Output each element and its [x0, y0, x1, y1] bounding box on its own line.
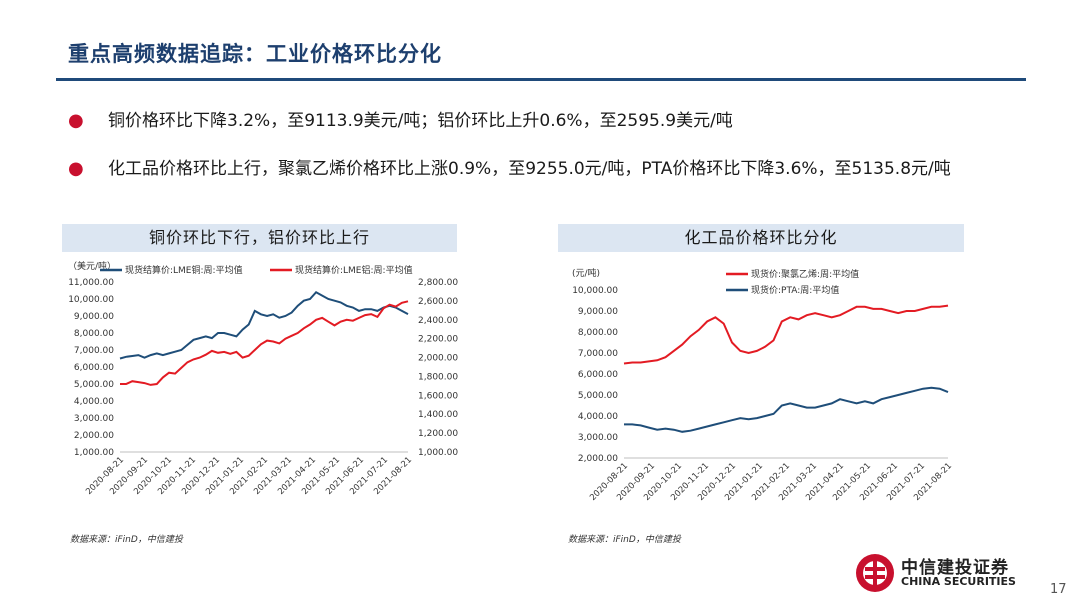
- chemical-price-chart: 2,000.00 3,000.00 4,000.00 5,000.00 6,000.00…: [572, 267, 954, 503]
- logo-cn-name: 中信建投证券: [901, 558, 1009, 578]
- y-right-tick-label: 1,600.00: [418, 391, 458, 401]
- y-right-tick-label: 2,800.00: [418, 278, 458, 288]
- y-right-tick-label: 1,800.00: [418, 372, 458, 382]
- legend-label: 现货结算价:LME铜:周:平均值: [125, 264, 243, 276]
- source-note-left: 数据来源：iFinD，中信建投: [70, 535, 183, 545]
- series-line: [119, 290, 409, 360]
- bullet-dot-icon: ●: [68, 110, 84, 131]
- y-left-tick-label: 7,000.00: [74, 346, 114, 356]
- bullet-text: 化工品价格环比上行，聚氯乙烯价格环比上涨0.9%，至9255.0元/吨，PTA价…: [108, 159, 951, 179]
- source-note-right: 数据来源：iFinD，中信建投: [568, 535, 681, 545]
- series-line: [120, 300, 409, 386]
- company-logo: 中信建投证券 CHINA SECURITIES: [855, 553, 1035, 593]
- y-left-tick-label: 10,000.00: [68, 295, 114, 305]
- y-left-tick-label: 5,000.00: [578, 391, 618, 401]
- bullet-dot-icon: ●: [68, 158, 84, 179]
- y-left-tick-label: 2,000.00: [74, 431, 114, 441]
- copper-aluminum-chart: 1,000.00 2,000.00 3,000.00 4,000.00 5,000.00…: [68, 260, 458, 497]
- logo-en-name: CHINA SECURITIES: [901, 575, 1016, 588]
- y-right-tick-label: 2,600.00: [418, 297, 458, 307]
- y-left-tick-label: 8,000.00: [74, 329, 114, 339]
- y-left-tick-label: 8,000.00: [578, 328, 618, 338]
- y-right-tick-label: 2,400.00: [418, 316, 458, 326]
- y-right-tick-label: 1,400.00: [418, 410, 458, 420]
- y-left-tick-label: 7,000.00: [578, 349, 618, 359]
- series-line: [624, 386, 949, 433]
- y-left-tick-label: 4,000.00: [578, 412, 618, 422]
- y-left-tick-label: 3,000.00: [74, 414, 114, 424]
- y-left-tick-label: 6,000.00: [74, 363, 114, 373]
- y-right-tick-label: 1,000.00: [418, 448, 458, 458]
- right-chart-header: 化工品价格环比分化: [558, 224, 964, 252]
- series-line: [623, 304, 949, 365]
- y-left-tick-label: 3,000.00: [578, 433, 618, 443]
- y-left-tick-label: 2,000.00: [578, 454, 618, 464]
- legend-label: 现货价:PTA:周:平均值: [751, 284, 839, 296]
- y-left-tick-label: 5,000.00: [74, 380, 114, 390]
- y-right-tick-label: 2,200.00: [418, 335, 458, 345]
- bullet-text: 铜价格环比下降3.2%，至9113.9美元/吨；铝价环比上升0.6%，至2595…: [108, 111, 733, 131]
- title-divider: [56, 78, 1026, 81]
- left-chart-header: 铜价环比下行，铝价环比上行: [62, 224, 457, 252]
- y-right-tick-label: 2,000.00: [418, 354, 458, 364]
- page-number: 17: [1050, 582, 1067, 597]
- legend-label: 现货价:聚氯乙烯:周:平均值: [751, 268, 859, 280]
- china-securities-logo-icon: [856, 554, 894, 592]
- bullet-item-2: ● 化工品价格环比上行，聚氯乙烯价格环比上涨0.9%，至9255.0元/吨，PT…: [68, 152, 1028, 222]
- page-title: 重点高频数据追踪：工业价格环比分化: [68, 42, 442, 66]
- y-left-tick-label: 6,000.00: [578, 370, 618, 380]
- bullet-item-1: ● 铜价格环比下降3.2%，至9113.9美元/吨；铝价环比上升0.6%，至25…: [68, 104, 1028, 138]
- legend-label: 现货结算价:LME铝:周:平均值: [295, 264, 413, 276]
- y-left-tick-label: 1,000.00: [74, 448, 114, 458]
- y-left-tick-label: 10,000.00: [572, 286, 618, 296]
- y-left-tick-label: 9,000.00: [74, 312, 114, 322]
- y-left-tick-label: 4,000.00: [74, 397, 114, 407]
- y-unit-label: (元/吨): [572, 267, 600, 279]
- y-left-tick-label: 9,000.00: [578, 307, 618, 317]
- y-left-tick-label: 11,000.00: [68, 278, 114, 288]
- y-right-tick-label: 1,200.00: [418, 429, 458, 439]
